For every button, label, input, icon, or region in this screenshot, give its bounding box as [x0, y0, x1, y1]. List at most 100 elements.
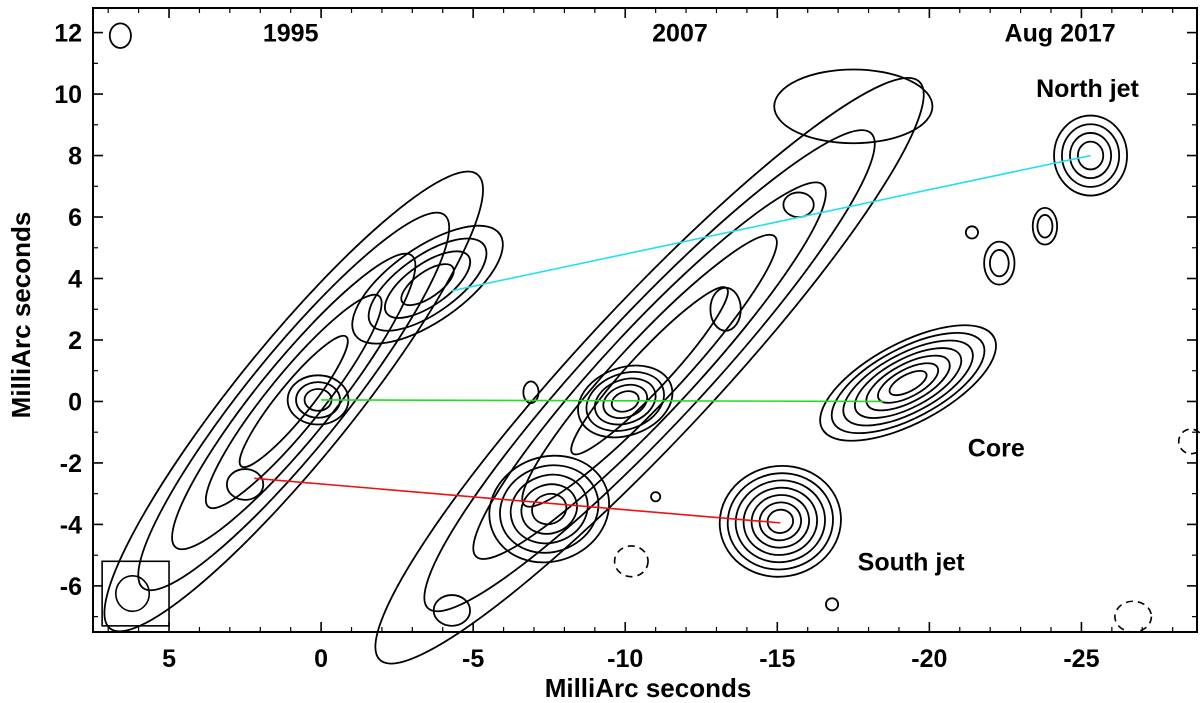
contour-component-2017-small-blob-1 — [983, 240, 1016, 286]
epoch-label: Aug 2017 — [1005, 20, 1116, 48]
contour-level — [108, 22, 132, 49]
contour-component-1995-northern-knot — [351, 224, 504, 345]
motion-lines-layer — [254, 154, 1091, 524]
contour-level — [602, 383, 649, 420]
ticks-layer: 5 0 -5 -10 -15 -20 -25 12 10 8 6 4 2 0 -2 -4 -6 — [54, 8, 1197, 673]
contour-level — [865, 354, 951, 412]
plot-frame — [92, 7, 1198, 633]
x-tick-label: -15 — [759, 645, 795, 673]
contour-level — [842, 339, 974, 427]
contour-component-noise-blob — [522, 380, 540, 404]
y-tick-label: 8 — [68, 143, 82, 171]
contour-level — [819, 324, 997, 442]
y-tick-label: -4 — [60, 511, 82, 539]
contour-level — [1053, 114, 1128, 197]
y-tick-label: -6 — [60, 573, 82, 601]
contour-level — [709, 286, 742, 332]
contour-level — [766, 508, 795, 534]
contour-level — [351, 224, 504, 345]
contour-level — [610, 390, 640, 413]
beam-circle — [115, 575, 151, 613]
epoch-label: 2007 — [652, 20, 708, 48]
contour-level — [384, 250, 472, 319]
negative-contour — [1177, 428, 1200, 455]
contour-level — [432, 594, 471, 627]
contour-level — [367, 237, 488, 332]
contour-component-2017-north-jet — [1053, 114, 1128, 197]
contour-level — [137, 211, 451, 592]
contour-component-1995-southern-knot — [225, 468, 265, 501]
contour-level — [773, 68, 934, 145]
contour-level — [577, 364, 674, 439]
contour-level — [989, 249, 1010, 278]
contour-level — [758, 501, 802, 542]
feature-label: South jet — [858, 548, 966, 576]
annotation-layer: 1995 2007 Aug 2017 North jet Core South jet — [263, 20, 1140, 577]
contour-component-noise-blob — [108, 22, 132, 49]
contour-level — [204, 293, 383, 510]
y-tick-label: 2 — [68, 327, 82, 355]
contour-level — [400, 263, 455, 307]
contour-level — [750, 494, 810, 549]
contour-level — [726, 472, 834, 571]
contour-level — [734, 479, 826, 564]
beam-layer — [101, 560, 170, 627]
contour-level — [1031, 206, 1059, 246]
contour-component-noise-blob — [432, 594, 471, 627]
contour-level — [531, 492, 568, 526]
contour-level — [509, 473, 589, 545]
contour-level — [853, 347, 963, 419]
contour-level — [1076, 140, 1105, 171]
contour-component-2017-core — [819, 324, 997, 442]
contour-level — [520, 483, 578, 535]
motion-line-north-jet — [451, 154, 1091, 292]
contour-level — [742, 486, 818, 556]
negative-contour — [613, 545, 649, 578]
contour-level — [650, 491, 662, 503]
contour-component-2017-south-jet — [718, 464, 842, 578]
y-tick-label: 6 — [68, 204, 82, 232]
contour-component-1995-jet-envelope — [103, 170, 484, 633]
contour-level — [522, 380, 540, 404]
contour-level — [374, 76, 925, 665]
contour-level — [877, 362, 940, 404]
y-tick-label: 10 — [54, 81, 82, 109]
contour-level — [238, 334, 349, 469]
feature-label: Core — [968, 435, 1025, 463]
contour-component-2007-southern-knot — [488, 454, 610, 564]
contour-level — [499, 464, 600, 554]
x-tick-label: -20 — [911, 645, 947, 673]
contour-level — [593, 377, 657, 426]
y-axis-title: MilliArc seconds — [6, 212, 36, 419]
y-tick-label: 4 — [68, 266, 82, 294]
contour-level — [718, 464, 842, 578]
contour-level — [964, 225, 979, 240]
contour-level — [423, 129, 876, 613]
contour-level — [103, 170, 484, 633]
contour-level — [488, 454, 610, 564]
x-tick-label: -5 — [462, 645, 484, 673]
contour-level — [983, 240, 1016, 286]
motion-line-core — [321, 399, 884, 403]
beam-box — [101, 560, 170, 627]
contour-level — [825, 597, 840, 612]
x-tick-label: -10 — [607, 645, 643, 673]
contour-level — [888, 369, 928, 397]
y-tick-label: -2 — [60, 450, 82, 478]
contour-level — [585, 371, 665, 432]
contour-component-2007-upper-extension — [773, 68, 934, 145]
contour-component-2017-small-blob-3 — [964, 225, 979, 240]
contour-component-2007-core — [577, 364, 674, 439]
contour-component-noise-blob — [825, 597, 840, 612]
y-tick-label: 0 — [68, 388, 82, 416]
x-tick-label: 5 — [162, 645, 176, 673]
contour-level — [1061, 123, 1121, 188]
contour-level — [1069, 132, 1113, 180]
contour-level — [830, 331, 986, 435]
epoch-label: 1995 — [263, 20, 319, 48]
feature-label: North jet — [1036, 75, 1139, 103]
contour-level — [225, 468, 265, 501]
contour-component-noise-blob — [650, 491, 662, 503]
